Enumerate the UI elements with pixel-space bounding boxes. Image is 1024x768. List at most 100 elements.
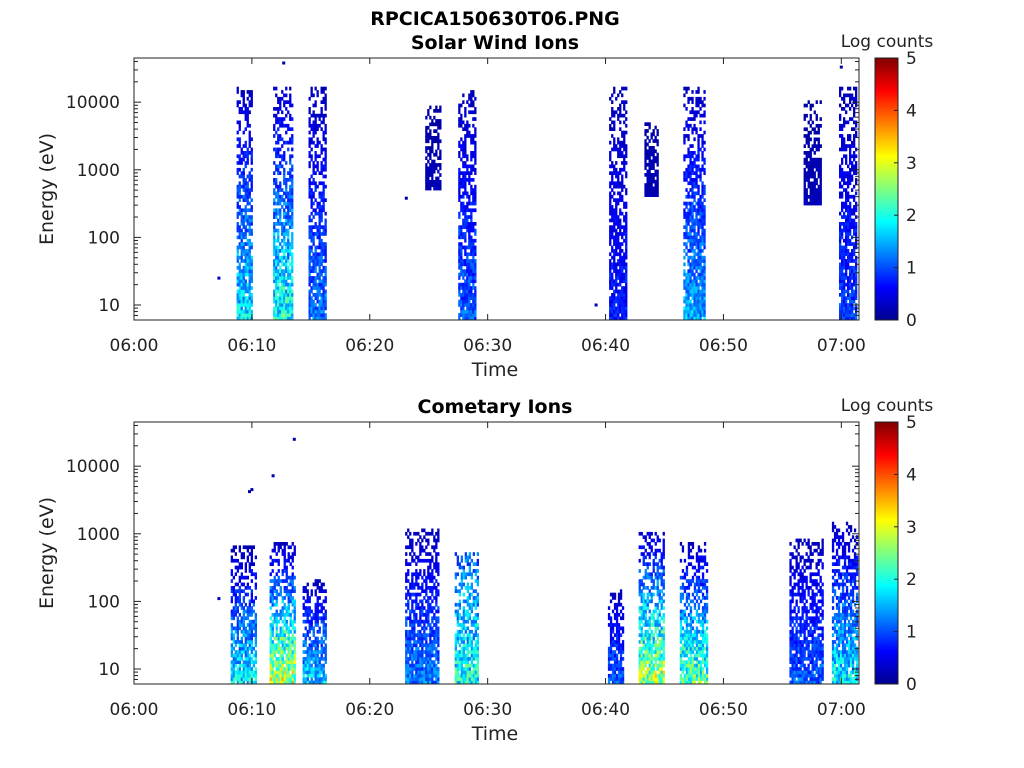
heatmap-cell <box>281 123 284 128</box>
heatmap-cell <box>310 157 313 162</box>
heatmap-cell <box>617 245 620 250</box>
heatmap-cell <box>431 119 434 123</box>
heatmap-cell <box>417 558 420 563</box>
heatmap-cell <box>252 633 255 637</box>
heatmap-cell <box>819 195 822 199</box>
heatmap-cell <box>322 130 325 135</box>
heatmap-cell <box>613 296 616 300</box>
heatmap-cell <box>310 296 313 300</box>
heatmap-cell <box>283 225 286 229</box>
heatmap-cell <box>623 147 626 152</box>
heatmap-cell <box>683 93 686 98</box>
heatmap-cell <box>230 646 233 651</box>
heatmap-cell <box>415 616 418 621</box>
heatmap-cell <box>275 222 278 226</box>
heatmap-cell <box>691 151 694 155</box>
heatmap-cell <box>474 198 477 202</box>
heatmap-cell <box>427 552 430 556</box>
heatmap-cell <box>248 299 251 304</box>
heatmap-cell <box>470 293 473 297</box>
heatmap-cell <box>285 218 288 223</box>
heatmap-cell <box>324 232 327 236</box>
heatmap-cell <box>238 643 241 648</box>
heatmap-cell <box>699 272 702 277</box>
heatmap-cell <box>687 117 690 121</box>
heatmap-cell <box>281 289 284 294</box>
heatmap-cell <box>324 660 327 664</box>
heatmap-cell <box>250 154 253 159</box>
heatmap-cell <box>845 252 848 257</box>
heatmap-cell <box>611 178 614 182</box>
heatmap-cell <box>275 650 278 654</box>
heatmap-cell <box>654 125 657 130</box>
heatmap-cell <box>411 626 414 631</box>
heatmap-cell <box>244 663 247 668</box>
heatmap-cell <box>291 218 294 223</box>
heatmap-cell <box>275 282 278 287</box>
heatmap-cell <box>293 646 296 651</box>
heatmap-cell <box>324 279 327 284</box>
heatmap-cell <box>429 183 432 188</box>
heatmap-cell <box>421 599 424 604</box>
heatmap-cell <box>845 222 848 226</box>
heatmap-cell <box>316 613 319 617</box>
heatmap-cell <box>683 282 686 287</box>
heatmap-cell <box>427 667 430 671</box>
heatmap-cell <box>310 249 313 253</box>
heatmap-cell <box>472 208 475 213</box>
heatmap-cell <box>697 306 700 311</box>
heatmap-cell <box>855 296 858 300</box>
heatmap-cell <box>431 159 434 164</box>
heatmap-cell <box>843 293 846 297</box>
heatmap-cell <box>244 646 247 651</box>
heatmap-cell <box>238 586 241 590</box>
heatmap-cell <box>701 306 704 311</box>
heatmap-cell <box>687 174 690 179</box>
heatmap-cell <box>308 191 311 196</box>
heatmap-cell <box>472 137 475 142</box>
heatmap-cell <box>623 306 626 311</box>
heatmap-cell <box>685 222 688 226</box>
heatmap-cell <box>254 626 257 631</box>
heatmap-cell <box>699 282 702 287</box>
heatmap-cell <box>279 293 282 297</box>
heatmap-cell <box>652 173 655 177</box>
heatmap-cell <box>314 198 317 202</box>
heatmap-cell <box>691 289 694 294</box>
heatmap-cell <box>244 673 247 678</box>
heatmap-cell <box>813 181 816 186</box>
heatmap-cell <box>464 293 467 297</box>
heatmap-cell <box>687 249 690 253</box>
heatmap-cell <box>851 282 854 287</box>
heatmap-cell <box>302 650 305 654</box>
heatmap-cell <box>409 640 412 644</box>
heatmap-cell <box>238 110 241 115</box>
heatmap-cell <box>318 140 321 145</box>
heatmap-cell <box>240 276 243 280</box>
heatmap-cell <box>695 262 698 267</box>
heatmap-cell <box>689 276 692 280</box>
heatmap-cell <box>415 562 418 566</box>
heatmap-cell <box>685 245 688 250</box>
heatmap-cell <box>277 289 280 294</box>
heatmap-cell <box>242 269 245 273</box>
heatmap-cell <box>248 602 251 607</box>
heatmap-cell <box>279 134 282 138</box>
heatmap-cell <box>310 653 313 658</box>
heatmap-cell <box>312 134 315 138</box>
heatmap-cell <box>409 596 412 600</box>
heatmap-cell <box>320 663 323 668</box>
heatmap-cell <box>289 245 292 250</box>
heatmap-cell <box>250 592 253 597</box>
heatmap-cell <box>318 282 321 287</box>
heatmap-cell <box>318 272 321 277</box>
heatmap-cell <box>841 259 844 263</box>
heatmap-cell <box>322 613 325 617</box>
heatmap-cell <box>435 633 438 637</box>
heatmap-cell <box>703 218 706 223</box>
heatmap-cell <box>609 123 612 128</box>
heatmap-cell <box>324 306 327 311</box>
heatmap-cell <box>847 259 850 263</box>
heatmap-cell <box>246 110 249 115</box>
heatmap-cell <box>273 171 276 175</box>
